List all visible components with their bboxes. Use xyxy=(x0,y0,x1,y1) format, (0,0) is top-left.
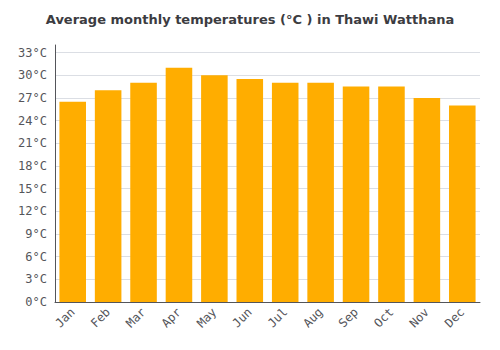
svg-text:Aug: Aug xyxy=(300,305,325,330)
svg-text:9°C: 9°C xyxy=(25,227,47,241)
svg-text:Dec: Dec xyxy=(442,305,467,330)
svg-text:24°C: 24°C xyxy=(18,114,47,128)
svg-text:33°C: 33°C xyxy=(18,46,47,60)
svg-text:0°C: 0°C xyxy=(25,295,47,309)
svg-text:Average monthly temperatures (: Average monthly temperatures (°C ) in Th… xyxy=(46,12,454,27)
svg-text:Sep: Sep xyxy=(336,305,361,330)
svg-text:Nov: Nov xyxy=(407,305,432,330)
svg-text:Apr: Apr xyxy=(159,305,184,330)
svg-text:Mar: Mar xyxy=(123,305,148,330)
svg-text:27°C: 27°C xyxy=(18,91,47,105)
svg-text:21°C: 21°C xyxy=(18,136,47,150)
svg-text:Feb: Feb xyxy=(88,305,113,330)
svg-text:18°C: 18°C xyxy=(18,159,47,173)
svg-text:Oct: Oct xyxy=(371,305,396,330)
svg-text:12°C: 12°C xyxy=(18,204,47,218)
svg-text:May: May xyxy=(194,305,219,330)
svg-text:15°C: 15°C xyxy=(18,182,47,196)
svg-text:Jan: Jan xyxy=(52,305,77,330)
svg-text:30°C: 30°C xyxy=(18,68,47,82)
svg-text:Jul: Jul xyxy=(265,305,290,330)
svg-text:6°C: 6°C xyxy=(25,250,47,264)
svg-text:3°C: 3°C xyxy=(25,272,47,286)
svg-text:Jun: Jun xyxy=(230,305,255,330)
